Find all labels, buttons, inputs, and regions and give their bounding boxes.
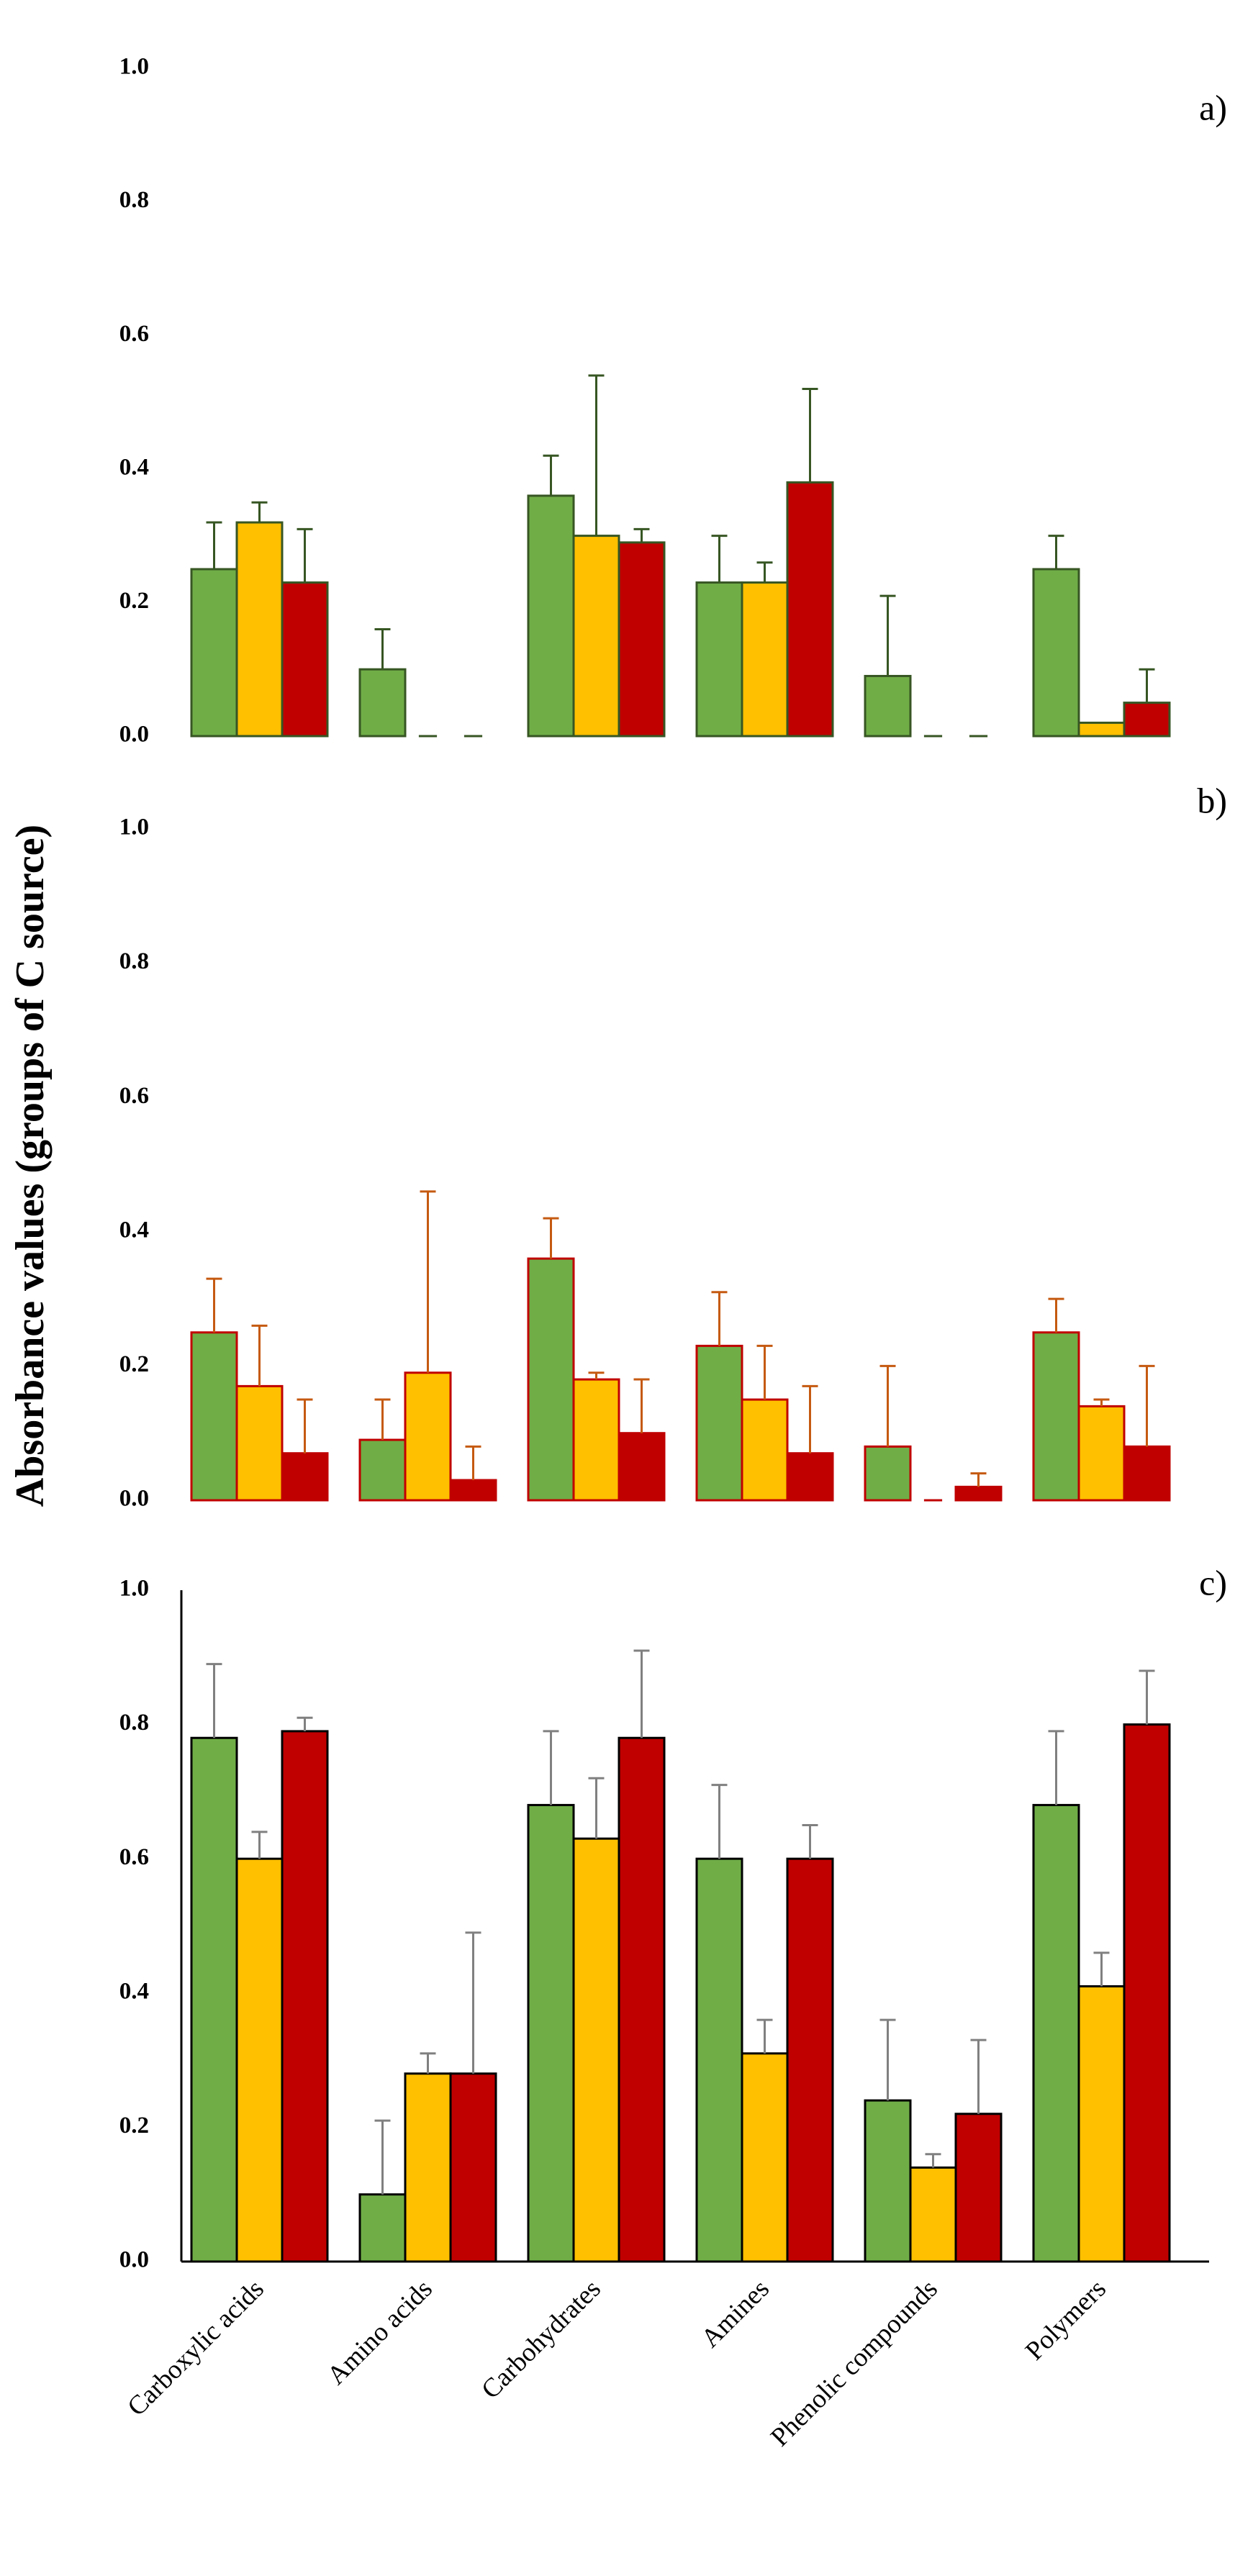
category-label: Polymers [1020, 2274, 1112, 2366]
bar-green [864, 674, 912, 738]
y-tick-label: 0.0 [119, 2247, 149, 2273]
category-label: Amines [695, 2274, 774, 2353]
bar-red [449, 2072, 497, 2263]
y-tick-label: 0.4 [119, 1978, 149, 2004]
y-tick-label: 0.0 [119, 722, 149, 748]
bar-green [864, 1445, 912, 1502]
y-tick-label: 0.6 [119, 321, 149, 347]
bar-green [190, 1331, 238, 1502]
bar-green [695, 1857, 743, 2263]
bar-red [618, 1432, 666, 1502]
bar-red [786, 481, 834, 738]
panel-label: b) [1197, 780, 1227, 820]
y-tick-label: 1.0 [119, 1576, 149, 1602]
y-tick-label: 0.0 [119, 1486, 149, 1512]
panel-label: c) [1199, 1562, 1227, 1602]
bar-green [358, 1438, 407, 1502]
bar-green [864, 2099, 912, 2263]
bar-green [1032, 568, 1080, 738]
bar-red [449, 1479, 497, 1502]
bar-yellow [235, 521, 284, 738]
bar-red [954, 2113, 1003, 2263]
y-tick-label: 0.6 [119, 1844, 149, 1870]
bar-yellow [1077, 721, 1126, 738]
y-tick-label: 1.0 [119, 815, 149, 840]
bar-red [1123, 1723, 1171, 2263]
chart-root: a) 0.0 0.2 0.4 0.6 0.8 1.0 b) 0.0 0.2 0.4 0.6 0.8 1.0… [119, 54, 1227, 2453]
bar-red [1123, 702, 1171, 738]
bar-yellow [235, 1384, 284, 1502]
bar-red [618, 1736, 666, 2263]
bar-green [695, 1344, 743, 1502]
bar-green [1032, 1331, 1080, 1502]
bar-green [358, 2193, 407, 2263]
y-tick-label: 0.2 [119, 588, 149, 614]
panel-label: a) [1199, 87, 1227, 127]
y-tick-label: 0.4 [119, 454, 149, 480]
bar-green [190, 568, 238, 738]
category-label: Phenolic compounds [765, 2274, 944, 2452]
bar-green [190, 1736, 238, 2263]
bar-red [954, 1485, 1003, 1502]
bar-yellow [1077, 1985, 1126, 2263]
bar-red [281, 1452, 329, 1502]
bar-red [281, 1730, 329, 2263]
bar-green [358, 668, 407, 738]
bar-yellow [235, 1857, 284, 2263]
chart-panel: c) 0.0 0.2 0.4 0.6 0.8 1.0 [119, 1562, 1227, 2272]
category-label: Amino acids [322, 2274, 438, 2390]
bar-yellow [741, 2052, 789, 2263]
bar-green [527, 1804, 575, 2263]
y-tick-label: 0.8 [119, 1710, 149, 1736]
y-tick-label: 0.8 [119, 948, 149, 974]
bar-yellow [909, 2166, 957, 2263]
y-tick-label: 0.4 [119, 1217, 149, 1243]
bar-yellow [572, 1378, 620, 1502]
y-tick-label: 0.8 [119, 187, 149, 213]
bar-yellow [404, 1371, 452, 1502]
bar-yellow [1077, 1405, 1126, 1502]
category-label: Carboxylic acids [122, 2274, 270, 2422]
bar-red [618, 541, 666, 738]
bar-green [695, 581, 743, 738]
y-tick-label: 0.2 [119, 2113, 149, 2139]
bar-red [1123, 1445, 1171, 1502]
y-tick-label: 1.0 [119, 54, 149, 80]
bar-yellow [404, 2072, 452, 2263]
y-axis-title: Absorbance values (groups of C source) [8, 825, 53, 1507]
bar-green [1032, 1804, 1080, 2263]
bar-green [527, 494, 575, 738]
y-tick-label: 0.6 [119, 1083, 149, 1109]
category-label: Carbohydrates [476, 2274, 607, 2405]
bar-yellow [741, 1398, 789, 1502]
bar-red [786, 1857, 834, 2263]
chart-panel: a) 0.0 0.2 0.4 0.6 0.8 1.0 [119, 54, 1227, 748]
bar-red [786, 1452, 834, 1502]
bar-yellow [572, 535, 620, 738]
bar-green [527, 1257, 575, 1502]
y-tick-label: 0.2 [119, 1351, 149, 1377]
bar-yellow [572, 1837, 620, 2263]
bar-yellow [741, 581, 789, 738]
chart-panel: b) 0.0 0.2 0.4 0.6 0.8 1.0 [119, 780, 1227, 1511]
bar-red [281, 581, 329, 738]
